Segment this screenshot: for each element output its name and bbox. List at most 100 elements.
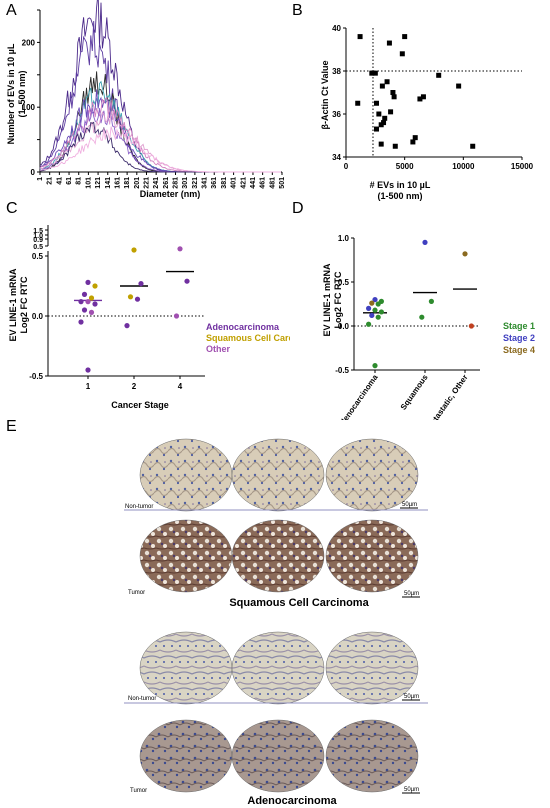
chart-d-point	[372, 307, 378, 313]
chart-d-legend-entry: Stage 1	[503, 321, 535, 331]
chart-b-y-tick-label: 40	[332, 24, 341, 33]
chart-c-point	[131, 247, 137, 253]
chart-a-x-tick-label: 341	[202, 177, 209, 189]
chart-a-x-tick-label: 101	[85, 177, 92, 189]
chart-c-y-tick-label: 1.5	[33, 228, 43, 235]
chart-d-point	[369, 300, 375, 306]
scc-nontumor-tissue	[231, 438, 325, 512]
chart-b-x-tick-label: 10000	[452, 162, 475, 171]
chart-c: EV LINE-1 mRNA Log2 FC RTC Cancer Stage …	[8, 225, 290, 410]
chart-a-y-tick-label: 100	[22, 103, 36, 112]
chart-d-point	[422, 239, 428, 245]
chart-a-x-tick-label: 301	[182, 177, 189, 189]
chart-b-xlabel-2: (1-500 nm)	[377, 191, 422, 201]
adeno-nontumor-tissue	[231, 631, 325, 705]
chart-b-point	[410, 139, 416, 145]
chart-b-x-tick-label: 5000	[396, 162, 414, 171]
chart-c-point	[81, 291, 88, 297]
adeno-nontumor-tissue	[325, 631, 419, 705]
chart-d-y-tick-label: 1.0	[338, 234, 350, 243]
chart-b-point	[369, 70, 375, 76]
chart-b-point	[374, 126, 380, 132]
chart-d-y-tick-label: 0.5	[338, 278, 350, 287]
chart-b-y-tick-label: 34	[332, 153, 341, 162]
chart-a-x-tick-label: 361	[211, 177, 218, 189]
chart-d-point	[375, 301, 381, 307]
scc-nontumor-tissue	[325, 438, 419, 512]
chart-a: Number of EVs in 10 µL (1–500 nm) Diamet…	[6, 0, 286, 199]
chart-b-point	[374, 100, 380, 106]
chart-b-point	[392, 143, 398, 149]
chart-c-point	[78, 319, 84, 325]
chart-b-point	[391, 94, 397, 100]
chart-b-point	[402, 34, 408, 40]
chart-c-point	[134, 296, 141, 302]
chart-c-y-tick-label: 0.5	[32, 252, 44, 261]
chart-b-point	[390, 90, 396, 95]
chart-a-ylabel-2: (1–500 nm)	[17, 70, 27, 117]
scale-bar-label-1: 50µm	[402, 502, 417, 508]
chart-b-point	[381, 120, 387, 126]
chart-c-y-tick-label: 1.0	[33, 233, 43, 240]
chart-b-x-tick-label: 0	[344, 162, 349, 171]
chart-a-x-tick-label: 481	[269, 177, 276, 189]
chart-b-x-tick-label: 15000	[511, 162, 534, 171]
chart-c-y-tick-label: -0.5	[29, 372, 43, 381]
chart-c-point	[85, 367, 91, 373]
chart-b: β-Actin Ct Value # EVs in 10 µL (1-500 n…	[320, 24, 534, 201]
chart-d-legend: Stage 1 Stage 2 Stage 4	[503, 321, 535, 355]
chart-d-point	[378, 309, 384, 315]
chart-d-point	[369, 312, 375, 319]
chart-a-x-tick-label: 121	[95, 177, 102, 189]
chart-d-point	[366, 305, 372, 311]
scc-tumor-tissue	[325, 519, 419, 593]
chart-b-point	[379, 83, 385, 89]
panel-label-c: C	[6, 200, 18, 217]
chart-a-x-tick-label: 201	[134, 177, 141, 189]
chart-c-y-tick-label: 0.5	[33, 244, 43, 251]
chart-c-point	[85, 279, 91, 285]
chart-b-point	[372, 70, 378, 76]
chart-d-ylabel-2: Log2 FC RTC	[333, 271, 343, 328]
chart-a-y-tick-label: 200	[22, 38, 36, 47]
chart-d-y-tick-label: -0.5	[335, 366, 349, 375]
chart-c-point	[138, 281, 144, 287]
adeno-nontumor-label: Non-tumor	[128, 696, 156, 702]
adeno-title: Adenocarcinoma	[247, 795, 337, 807]
adeno-tumor-tissue	[231, 719, 325, 793]
chart-d-x-tick-label: Adenocarcinoma	[335, 373, 380, 420]
chart-a-x-tick-label: 241	[153, 177, 160, 189]
chart-a-x-tick-label: 41	[56, 177, 63, 185]
chart-b-xlabel-1: # EVs in 10 µL	[370, 180, 431, 190]
chart-c-y-tick-label: 0.9	[33, 237, 43, 244]
chart-a-x-tick-label: 421	[240, 177, 247, 189]
chart-a-x-tick-label: 501	[279, 177, 286, 189]
chart-b-point	[386, 40, 392, 46]
scale-bar-label-4: 50µm	[404, 787, 419, 793]
chart-a-x-tick-label: 281	[173, 177, 180, 189]
chart-b-y-tick-label: 36	[332, 110, 341, 119]
chart-d-point	[375, 314, 381, 320]
chart-d-legend-entry: Stage 4	[503, 345, 535, 355]
chart-a-x-tick-label: 141	[105, 177, 112, 189]
scc-tumor-tissue	[139, 519, 233, 593]
adeno-tumor-label: Tumor	[130, 788, 147, 794]
chart-b-point	[384, 79, 390, 85]
chart-d-x-tick-label: Metastatic, Other	[425, 373, 470, 420]
panel-label-b: B	[292, 2, 303, 19]
chart-a-x-tick-label: 81	[76, 177, 83, 185]
chart-c-x-tick-label: 4	[178, 382, 183, 391]
chart-d-point	[428, 298, 434, 304]
chart-c-point	[92, 301, 98, 307]
panel-label-e: E	[6, 418, 17, 435]
chart-d-y-tick-label: 0.0	[338, 322, 350, 331]
chart-d-point	[366, 321, 372, 327]
chart-c-legend-entry: Other	[206, 344, 231, 354]
chart-b-point	[420, 94, 426, 100]
chart-b-y-tick-label: 38	[332, 67, 341, 76]
chart-a-series-line	[39, 20, 281, 173]
chart-a-y-tick-label: 0	[31, 168, 36, 177]
chart-a-x-tick-label: 61	[66, 177, 73, 185]
chart-a-x-tick-label: 321	[192, 177, 199, 189]
